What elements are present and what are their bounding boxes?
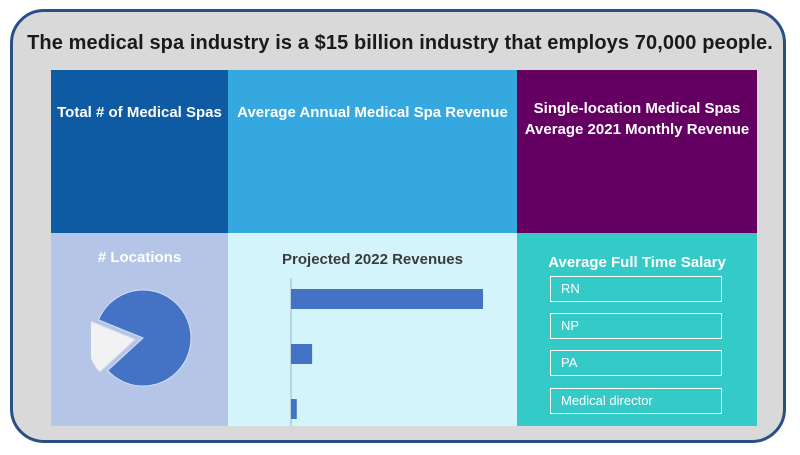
panel-projected-revenues: Projected 2022 Revenues bbox=[228, 233, 517, 426]
panel-title: Total # of Medical Spas bbox=[57, 104, 222, 121]
bar-0 bbox=[291, 289, 483, 309]
locations-pie-chart bbox=[91, 289, 192, 387]
panel-average-salary: Average Full Time Salary RN NP PA Medica… bbox=[517, 233, 757, 426]
bar-2 bbox=[291, 399, 297, 419]
panel-title: Average Annual Medical Spa Revenue bbox=[237, 104, 508, 121]
panel-average-annual-revenue: Average Annual Medical Spa Revenue bbox=[228, 70, 517, 233]
panel-single-location-revenue: Single-location Medical Spas Average 202… bbox=[517, 70, 757, 233]
panel-locations: # Locations bbox=[51, 233, 228, 426]
salary-row-np: NP bbox=[550, 313, 722, 339]
salary-row-pa: PA bbox=[550, 350, 722, 376]
panel-title-line-2: Average 2021 Monthly Revenue bbox=[524, 121, 750, 138]
pie-slice-1 bbox=[91, 320, 137, 373]
panel-total-medical-spas: Total # of Medical Spas bbox=[51, 70, 228, 233]
headline: The medical spa industry is a $15 billio… bbox=[27, 32, 773, 54]
salary-row-rn: RN bbox=[550, 276, 722, 302]
panel-title: # Locations bbox=[97, 249, 182, 266]
panel-title: Single-location Medical Spas Average 202… bbox=[517, 98, 757, 140]
pie-slice-0 bbox=[97, 289, 192, 387]
bar-1 bbox=[291, 344, 313, 364]
panel-title: Average Full Time Salary bbox=[548, 254, 726, 271]
panel-title: Projected 2022 Revenues bbox=[282, 251, 463, 268]
panel-title-line-1: Single-location Medical Spas bbox=[533, 100, 741, 117]
projected-revenue-bar-chart bbox=[290, 278, 483, 426]
salary-row-medical-director: Medical director bbox=[550, 388, 722, 414]
